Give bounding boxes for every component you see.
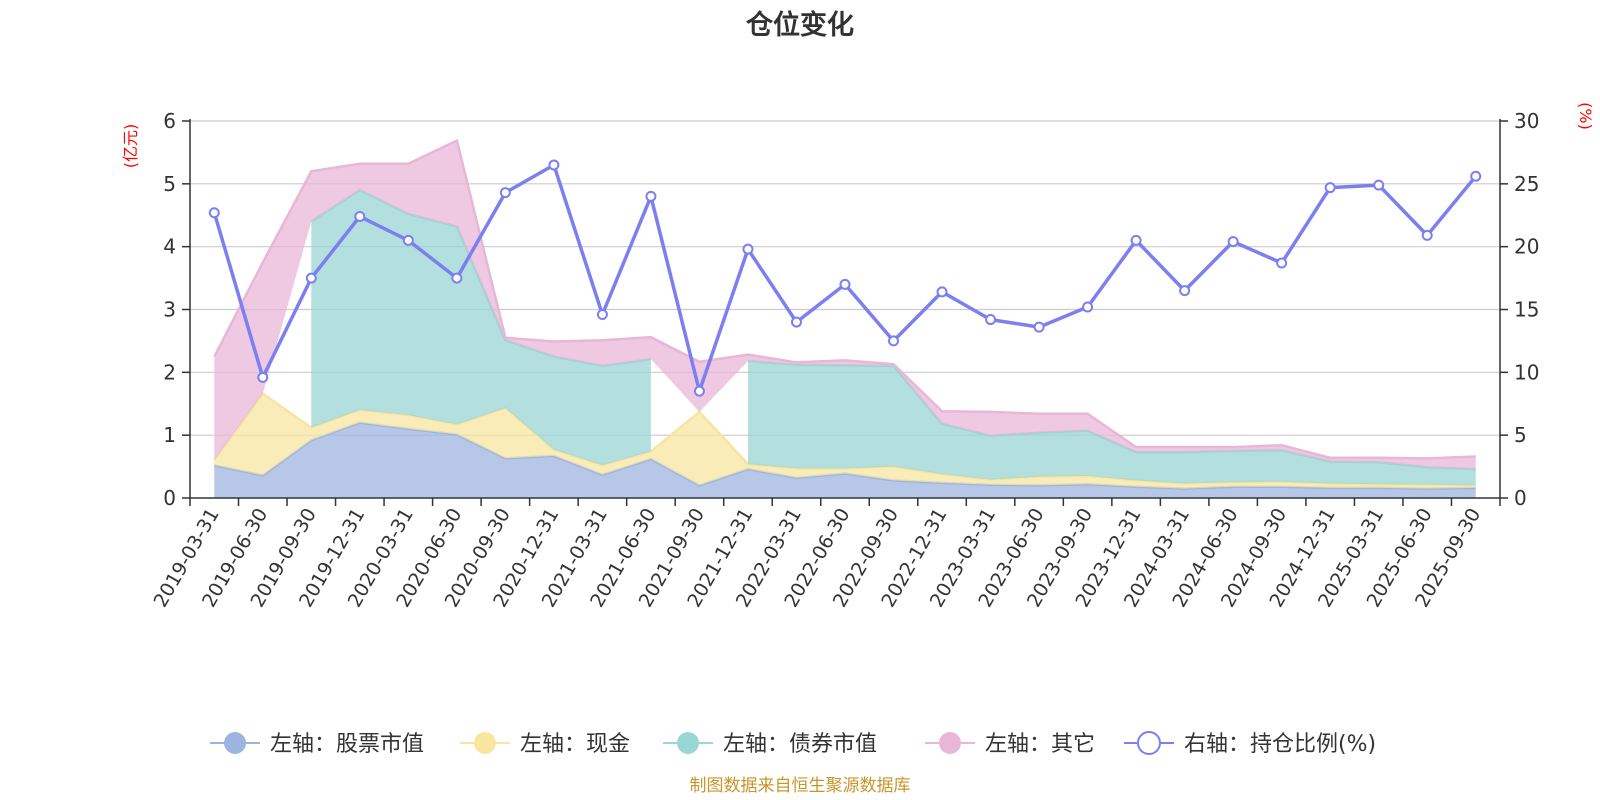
ratio-point [742, 243, 754, 255]
right-axis-unit: (%) [1576, 102, 1595, 130]
legend-label: 右轴：持仓比例(%) [1184, 732, 1376, 757]
chart-title: 仓位变化 [745, 9, 854, 41]
legend-item[interactable]: 左轴：债券市值 [663, 732, 877, 757]
ratio-point [305, 272, 317, 284]
left-tick-label: 0 [163, 486, 176, 510]
left-tick-label: 1 [163, 423, 176, 447]
ratio-point [1276, 257, 1288, 269]
area-segment [214, 140, 1476, 470]
legend-label: 左轴：现金 [520, 732, 630, 757]
ratio-point [645, 190, 657, 202]
left-axis-unit: (亿元) [121, 124, 140, 169]
ratio-point [1227, 236, 1239, 248]
legend-item[interactable]: 左轴：其它 [925, 732, 1095, 757]
ratio-point [1373, 179, 1385, 191]
legend-label: 左轴：股票市值 [270, 732, 424, 757]
ratio-point [1033, 321, 1045, 333]
ratio-point [985, 314, 997, 326]
legend-item[interactable]: 左轴：股票市值 [210, 732, 424, 757]
ratio-point [354, 211, 366, 223]
ratio-point [1421, 229, 1433, 241]
ratio-point [936, 286, 948, 298]
ratio-point [1470, 170, 1482, 182]
ratio-point [888, 335, 900, 347]
ratio-line [208, 159, 1482, 397]
ratio-point [790, 316, 802, 328]
area-edge [213, 138, 1476, 460]
area-segment [214, 422, 1476, 498]
data-source-note: 制图数据来自恒生聚源数据库 [690, 776, 911, 796]
ratio-point [1130, 234, 1142, 246]
right-tick-label: 25 [1514, 172, 1539, 196]
legend-marker [939, 732, 961, 754]
legend-label: 左轴：债券市值 [723, 732, 877, 757]
left-tick-label: 2 [163, 360, 176, 384]
ratio-point [1179, 285, 1191, 297]
right-tick-label: 15 [1514, 298, 1539, 322]
right-tick-label: 30 [1514, 109, 1539, 133]
ratio-point [402, 234, 414, 246]
left-tick-label: 5 [163, 172, 176, 196]
ratio-point [1324, 182, 1336, 194]
ratio-point [451, 272, 463, 284]
right-tick-label: 5 [1514, 423, 1527, 447]
ratio-point [208, 207, 220, 219]
legend-marker [1137, 731, 1161, 755]
left-tick-label: 6 [163, 109, 176, 133]
ratio-point [693, 385, 705, 397]
ratio-point [257, 371, 269, 383]
area-segment [311, 190, 651, 466]
ratio-point [1082, 301, 1094, 313]
right-tick-label: 0 [1514, 486, 1527, 510]
legend: 左轴：股票市值 左轴：现金 左轴：债券市值 左轴：其它 右轴：持仓比例(%) [210, 731, 1376, 757]
left-tick-label: 4 [163, 235, 176, 259]
ratio-point [596, 309, 608, 321]
legend-marker [224, 732, 246, 754]
ratio-point [548, 159, 560, 171]
ratio-point [839, 278, 851, 290]
legend-marker [474, 732, 496, 754]
left-tick-label: 3 [163, 298, 176, 322]
legend-item[interactable]: 左轴：现金 [460, 732, 630, 757]
right-tick-label: 20 [1514, 235, 1539, 259]
legend-label: 左轴：其它 [985, 732, 1095, 757]
legend-marker [677, 732, 699, 754]
legend-item[interactable]: 右轴：持仓比例(%) [1124, 731, 1376, 757]
area-segment [748, 361, 1476, 486]
right-tick-label: 10 [1514, 360, 1539, 384]
ratio-point [499, 187, 511, 199]
stacked-areas [213, 138, 1476, 498]
